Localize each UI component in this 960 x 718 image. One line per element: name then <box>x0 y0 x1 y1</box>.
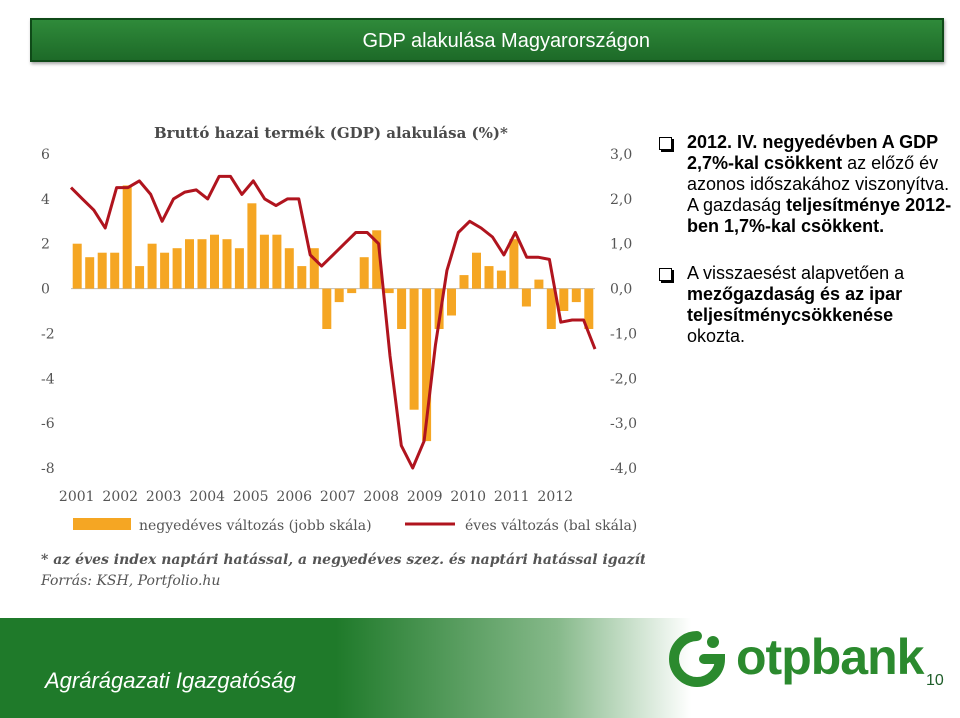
bullet-text: mezőgazdaság és az ipar teljesítménycsök… <box>687 284 903 325</box>
bar <box>571 288 581 303</box>
legend-line-label: éves változás (bal skála) <box>465 518 637 534</box>
x-axis-tick: 2005 <box>233 489 269 505</box>
x-axis-tick: 2010 <box>450 489 486 505</box>
gdp-chart: Bruttó hazai termék (GDP) alakulása (%)*… <box>33 104 645 604</box>
left-axis-tick: -8 <box>41 461 55 477</box>
right-axis-tick: 2,0 <box>610 192 632 208</box>
left-axis-tick: -6 <box>41 416 55 432</box>
bar <box>409 288 419 410</box>
otp-logo-icon <box>669 631 726 687</box>
bar <box>85 257 95 289</box>
bar <box>372 230 382 289</box>
x-axis-tick: 2001 <box>59 489 95 505</box>
x-axis-tick: 2012 <box>537 489 573 505</box>
bar <box>247 203 257 289</box>
bar <box>509 239 519 289</box>
bar <box>496 270 506 289</box>
bullet-text: teljesítménye 2012-ben 1,7%-kal csökkent… <box>687 195 952 236</box>
right-axis-tick: -3,0 <box>610 416 637 432</box>
bar <box>521 288 531 307</box>
bar <box>359 257 369 289</box>
bullet-text: okozta. <box>687 326 746 346</box>
bar <box>397 288 407 329</box>
chart-svg: Bruttó hazai termék (GDP) alakulása (%)*… <box>40 124 645 589</box>
checkbox-bullet-icon <box>659 137 672 150</box>
bar <box>210 234 219 289</box>
bar <box>160 252 170 289</box>
left-axis-tick: -2 <box>41 326 55 342</box>
otpbank-logo: otpbank <box>664 628 924 690</box>
left-axis-tick: 4 <box>41 192 50 208</box>
bar <box>284 248 294 289</box>
department-label: Agrárágazati Igazgatóság <box>45 668 296 693</box>
bar <box>147 243 157 289</box>
x-axis-tick: 2003 <box>146 489 182 505</box>
bar <box>197 239 207 289</box>
bullet-item: 2012. IV. negyedévben A GDP 2,7%-kal csö… <box>657 132 952 237</box>
footer-band <box>0 618 960 718</box>
bar <box>122 185 132 289</box>
chart-source: Forrás: KSH, Portfolio.hu <box>40 573 220 589</box>
bar <box>272 234 282 289</box>
bar <box>546 288 556 329</box>
bullet-text: az előző év azonos időszakához viszonyít… <box>687 153 950 215</box>
bullet-text: 2012. IV. negyedévben A GDP 2,7%-kal csö… <box>687 132 938 173</box>
left-axis-tick: -4 <box>41 371 55 387</box>
x-axis-tick: 2009 <box>407 489 443 505</box>
legend-bar-swatch <box>73 518 131 530</box>
bar <box>97 252 107 289</box>
bar <box>172 248 182 289</box>
x-axis-tick: 2007 <box>320 489 356 505</box>
checkbox-bullet-icon <box>659 268 672 281</box>
bar <box>297 266 307 289</box>
bullet-item: A visszaesést alapvetően a mezőgazdaság … <box>657 263 952 347</box>
slide-title: GDP alakulása Magyarországon <box>362 30 650 52</box>
legend-bar-label: negyedéves változás (jobb skála) <box>139 518 372 534</box>
right-axis-tick: -4,0 <box>610 461 637 477</box>
bar <box>110 252 120 289</box>
page-number: 10 <box>926 672 944 689</box>
title-bar: GDP alakulása Magyarországon <box>30 18 944 62</box>
bar <box>322 288 332 329</box>
bar <box>534 279 544 289</box>
bar <box>334 288 344 303</box>
left-axis-tick: 2 <box>41 237 50 253</box>
right-axis-tick: -2,0 <box>610 371 637 387</box>
bar <box>185 239 194 289</box>
bar <box>222 239 232 289</box>
x-axis-tick: 2002 <box>102 489 138 505</box>
bar <box>459 275 469 289</box>
bullet-list: 2012. IV. negyedévben A GDP 2,7%-kal csö… <box>657 132 952 347</box>
bar <box>484 266 494 289</box>
annual-change-line <box>69 174 597 470</box>
bar <box>347 288 357 294</box>
bar <box>559 288 569 311</box>
x-axis-tick: 2008 <box>363 489 399 505</box>
bar <box>72 243 82 289</box>
right-axis-tick: -1,0 <box>610 326 637 342</box>
x-axis-tick: 2004 <box>189 489 225 505</box>
bar <box>584 288 594 329</box>
bar <box>422 288 432 442</box>
bar <box>259 234 269 289</box>
right-axis-tick: 0,0 <box>610 282 632 298</box>
right-axis-tick: 3,0 <box>610 147 632 163</box>
bar <box>135 266 145 289</box>
bar <box>234 248 244 289</box>
x-axis-tick: 2006 <box>276 489 312 505</box>
left-axis-tick: 0 <box>41 282 50 298</box>
bar <box>472 252 481 289</box>
bar <box>309 248 319 289</box>
bar <box>434 288 444 329</box>
chart-title: Bruttó hazai termék (GDP) alakulása (%)* <box>154 124 508 142</box>
left-axis-tick: 6 <box>41 147 50 163</box>
x-axis-tick: 2011 <box>494 489 530 505</box>
bar <box>384 288 394 294</box>
logo-text: otpbank <box>736 629 924 685</box>
right-axis-tick: 1,0 <box>610 237 632 253</box>
chart-footnote: * az éves index naptári hatással, a negy… <box>41 552 645 568</box>
bar <box>447 288 456 316</box>
bullet-text: A visszaesést alapvetően a <box>687 263 905 283</box>
